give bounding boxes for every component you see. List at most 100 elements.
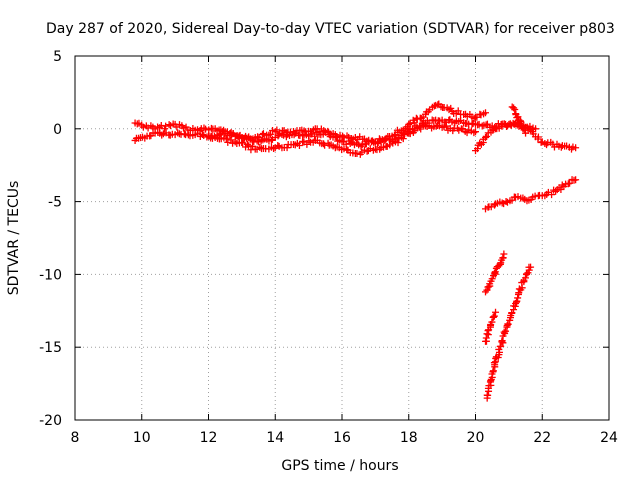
data-point (487, 203, 495, 211)
data-point (454, 107, 462, 115)
data-point (198, 131, 206, 139)
data-point (475, 120, 483, 128)
data-point (523, 270, 531, 278)
data-point (311, 132, 319, 140)
y-tick-label: 5 (53, 49, 62, 65)
data-point (391, 130, 399, 138)
data-point (202, 125, 210, 133)
data-point (572, 144, 580, 152)
data-point (527, 263, 535, 271)
data-point (390, 131, 398, 139)
data-point (520, 126, 528, 134)
data-point (470, 129, 478, 137)
data-point (489, 313, 497, 321)
data-point (274, 141, 282, 149)
data-point (243, 140, 251, 148)
data-point (483, 330, 491, 338)
data-point (489, 368, 497, 376)
data-point (259, 130, 267, 138)
data-point (482, 121, 490, 129)
x-tick-label: 12 (200, 430, 218, 446)
data-point (215, 131, 223, 139)
data-point (410, 119, 418, 127)
x-tick-label: 20 (467, 430, 485, 446)
data-point (557, 143, 565, 151)
x-tick-labels: 8 10 12 14 16 18 20 22 24 (71, 430, 618, 446)
data-point (482, 134, 490, 142)
data-point (500, 328, 508, 336)
x-tick-label: 8 (71, 430, 80, 446)
data-point (498, 337, 506, 345)
axis-ticks (74, 55, 610, 421)
data-point (266, 130, 274, 138)
data-point (405, 120, 413, 128)
data-point (180, 130, 188, 138)
data-point (376, 145, 384, 153)
data-point (437, 103, 445, 111)
data-point (507, 121, 515, 129)
series-arc-e (482, 308, 500, 345)
data-point (492, 308, 500, 316)
data-point (244, 142, 252, 150)
data-point (299, 132, 307, 140)
data-point (490, 269, 498, 277)
data-point (324, 127, 332, 135)
data-point (521, 274, 529, 282)
data-point (343, 132, 351, 140)
data-point (377, 137, 385, 145)
data-point (504, 320, 512, 328)
data-point (380, 136, 388, 144)
data-point (399, 135, 407, 143)
data-point (270, 145, 278, 153)
data-point (482, 109, 490, 117)
data-point (532, 125, 540, 133)
data-point (139, 123, 147, 131)
data-point (548, 191, 556, 199)
data-point (500, 250, 508, 258)
series-arc-b (508, 103, 530, 137)
y-tick-label: -20 (39, 413, 62, 429)
data-point (514, 113, 522, 121)
data-points (131, 100, 580, 402)
data-point (510, 104, 518, 112)
x-axis-label: GPS time / hours (281, 458, 398, 474)
data-point (502, 197, 510, 205)
data-point (488, 275, 496, 283)
x-tick-label: 10 (133, 430, 151, 446)
data-point (483, 286, 491, 294)
y-tick-labels: -20 -15 -10 -5 0 5 (39, 49, 62, 429)
data-point (488, 318, 496, 326)
data-point (566, 179, 574, 187)
data-point (491, 268, 499, 276)
x-tick-label: 18 (400, 430, 418, 446)
data-point (490, 359, 498, 367)
data-point (496, 343, 504, 351)
series-arc-f (483, 263, 535, 402)
data-point (227, 136, 235, 144)
data-point (200, 124, 208, 132)
series-band-3 (205, 100, 490, 150)
data-point (417, 125, 425, 133)
data-point (483, 132, 491, 140)
data-point (511, 105, 519, 113)
data-point (484, 283, 492, 291)
series-band-1 (131, 116, 580, 153)
grid (75, 56, 609, 420)
data-point (534, 133, 542, 141)
data-point (283, 144, 291, 152)
data-point (514, 294, 522, 302)
data-point (303, 140, 311, 148)
data-point (413, 115, 421, 123)
y-tick-label: -10 (39, 267, 62, 283)
data-point (572, 176, 580, 184)
x-tick-label: 24 (600, 430, 618, 446)
data-point (490, 312, 498, 320)
data-point (295, 142, 303, 150)
data-point (394, 139, 402, 147)
y-tick-label: -15 (39, 340, 62, 356)
data-point (267, 136, 275, 144)
data-point (239, 139, 247, 147)
data-point (502, 327, 510, 335)
data-point (499, 254, 507, 262)
